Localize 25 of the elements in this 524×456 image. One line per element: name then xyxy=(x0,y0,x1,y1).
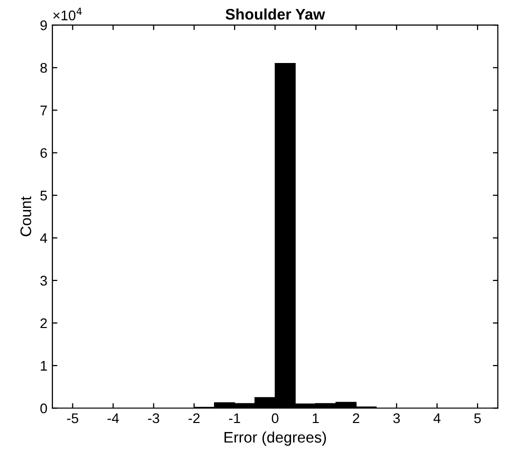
x-tick-label: -1 xyxy=(229,413,240,424)
x-tick-label: -5 xyxy=(67,413,78,424)
x-tick-label: 5 xyxy=(474,413,481,424)
y-tick-label: 5 xyxy=(40,190,47,200)
y-tick-label: 0 xyxy=(40,403,47,414)
y-tick-label: 2 xyxy=(40,318,47,328)
x-tick-label: 1 xyxy=(312,413,319,424)
y-axis-title: Count xyxy=(20,196,32,236)
x-tick-label: -3 xyxy=(148,413,160,424)
y-tick-label: 3 xyxy=(40,276,47,286)
y-tick-label: 4 xyxy=(40,233,48,243)
y-tick-label: 1 xyxy=(40,361,47,371)
x-tick-label: 0 xyxy=(272,413,278,424)
text: ×10$^{4}$ xyxy=(53,8,82,20)
x-tick-label: 4 xyxy=(434,413,441,424)
y-tick-label: 6 xyxy=(40,148,47,158)
y-tick-label: 8 xyxy=(40,62,47,73)
x-tick-label: 3 xyxy=(393,413,400,424)
x-tick-label: -4 xyxy=(108,413,119,424)
x-tick-label: 2 xyxy=(352,413,360,424)
x-axis-title: Error (degrees) xyxy=(224,431,326,446)
y-tick-label: 7 xyxy=(40,106,47,116)
chart-title: Shoulder Yaw xyxy=(226,8,326,20)
x-tick-label: -2 xyxy=(188,413,200,424)
y-tick-label: 9 xyxy=(40,20,47,30)
